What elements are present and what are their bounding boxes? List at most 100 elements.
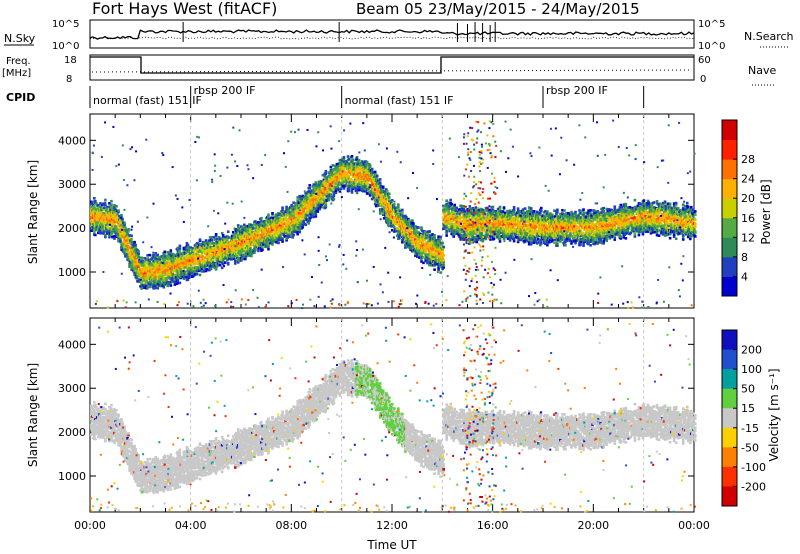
power-cell — [373, 175, 377, 179]
power-cell — [321, 205, 325, 209]
power-cell — [501, 219, 505, 223]
power-cell — [110, 232, 113, 236]
power-cell — [498, 237, 502, 241]
power-cell — [419, 240, 422, 243]
power-cell — [214, 268, 218, 271]
power-cell — [421, 251, 424, 255]
power-cell — [374, 173, 378, 176]
power-cell — [184, 246, 188, 249]
power-cell — [438, 257, 441, 261]
power-cell — [509, 215, 513, 218]
power-cell — [388, 199, 392, 203]
power-cell — [527, 230, 531, 234]
power-cell — [523, 207, 527, 210]
power-cell — [95, 207, 98, 211]
power-cell — [328, 177, 332, 181]
power-cell — [279, 234, 282, 237]
power-cell — [113, 237, 116, 240]
power-cell — [300, 211, 303, 215]
power-cell — [481, 222, 485, 225]
power-cell — [134, 260, 137, 264]
power-cell — [272, 237, 275, 240]
power-cell — [442, 208, 445, 211]
power-cell — [375, 180, 379, 184]
power-cell — [453, 232, 457, 236]
power-cell — [445, 234, 448, 237]
power-cell — [148, 253, 151, 257]
power-cell — [183, 265, 187, 269]
power-cell — [564, 240, 567, 244]
power-cell — [278, 232, 281, 236]
power-cell — [255, 238, 258, 242]
power-cell — [263, 234, 266, 238]
power-cell — [437, 237, 440, 240]
power-cell — [545, 220, 548, 224]
power-cell — [298, 194, 301, 198]
power-cell — [447, 201, 450, 205]
power-cell — [228, 253, 232, 256]
power-cell — [538, 211, 542, 215]
power-cell — [506, 227, 510, 231]
power-cell — [434, 253, 437, 257]
power-cell — [372, 179, 376, 182]
power-cell — [316, 210, 320, 213]
power-cell — [539, 239, 543, 242]
power-cell — [529, 242, 533, 246]
power-cell — [307, 190, 311, 193]
power-cell — [97, 203, 100, 207]
power-cell — [390, 199, 394, 202]
power-cell — [112, 208, 115, 212]
power-cell — [341, 170, 345, 173]
power-cell — [528, 212, 532, 216]
power-cell — [194, 254, 198, 258]
power-cell — [346, 155, 350, 158]
power-cell — [336, 185, 340, 189]
power-cell — [411, 219, 414, 222]
power-cell — [370, 173, 374, 176]
power-cell — [484, 230, 488, 233]
power-cell — [471, 216, 475, 219]
power-cell — [94, 218, 97, 222]
power-cell — [291, 206, 294, 210]
power-cell — [504, 211, 508, 215]
power-cell — [451, 219, 454, 223]
power-cell — [134, 246, 137, 249]
power-cell — [382, 190, 386, 194]
power-cell — [512, 237, 516, 241]
power-cell — [102, 228, 105, 232]
power-cell — [198, 262, 202, 266]
power-cell — [117, 210, 120, 214]
power-cell — [425, 241, 428, 244]
power-cell — [559, 212, 562, 216]
power-cell — [553, 236, 556, 239]
power-cell — [517, 225, 521, 229]
power-cell — [280, 222, 283, 226]
power-cell — [324, 190, 328, 194]
power-cell — [432, 255, 435, 259]
power-cell — [185, 241, 189, 245]
power-cell — [187, 250, 191, 253]
plot-title: Fort Hays West (fitACF) — [92, 0, 277, 18]
power-cell — [105, 229, 108, 232]
power-cell — [140, 257, 143, 261]
power-cell — [129, 253, 132, 257]
power-cell — [211, 261, 215, 264]
power-cell — [163, 259, 167, 262]
power-cell — [449, 198, 452, 202]
power-cell — [261, 245, 264, 249]
power-cell — [281, 212, 284, 216]
power-cell — [104, 233, 107, 237]
power-cell — [186, 278, 190, 281]
power-cell — [306, 198, 310, 201]
cpid-segment-label: normal (fast) 151 IF — [93, 94, 202, 107]
power-cell — [528, 219, 532, 222]
power-cell — [417, 246, 420, 250]
power-cell — [194, 261, 198, 265]
power-cell — [154, 286, 158, 290]
power-cell — [471, 219, 475, 223]
power-cell — [401, 240, 404, 244]
power-cell — [295, 218, 298, 221]
freq-label-line2: [MHz] — [2, 68, 31, 79]
power-cell — [370, 197, 374, 201]
power-cell — [347, 174, 351, 178]
